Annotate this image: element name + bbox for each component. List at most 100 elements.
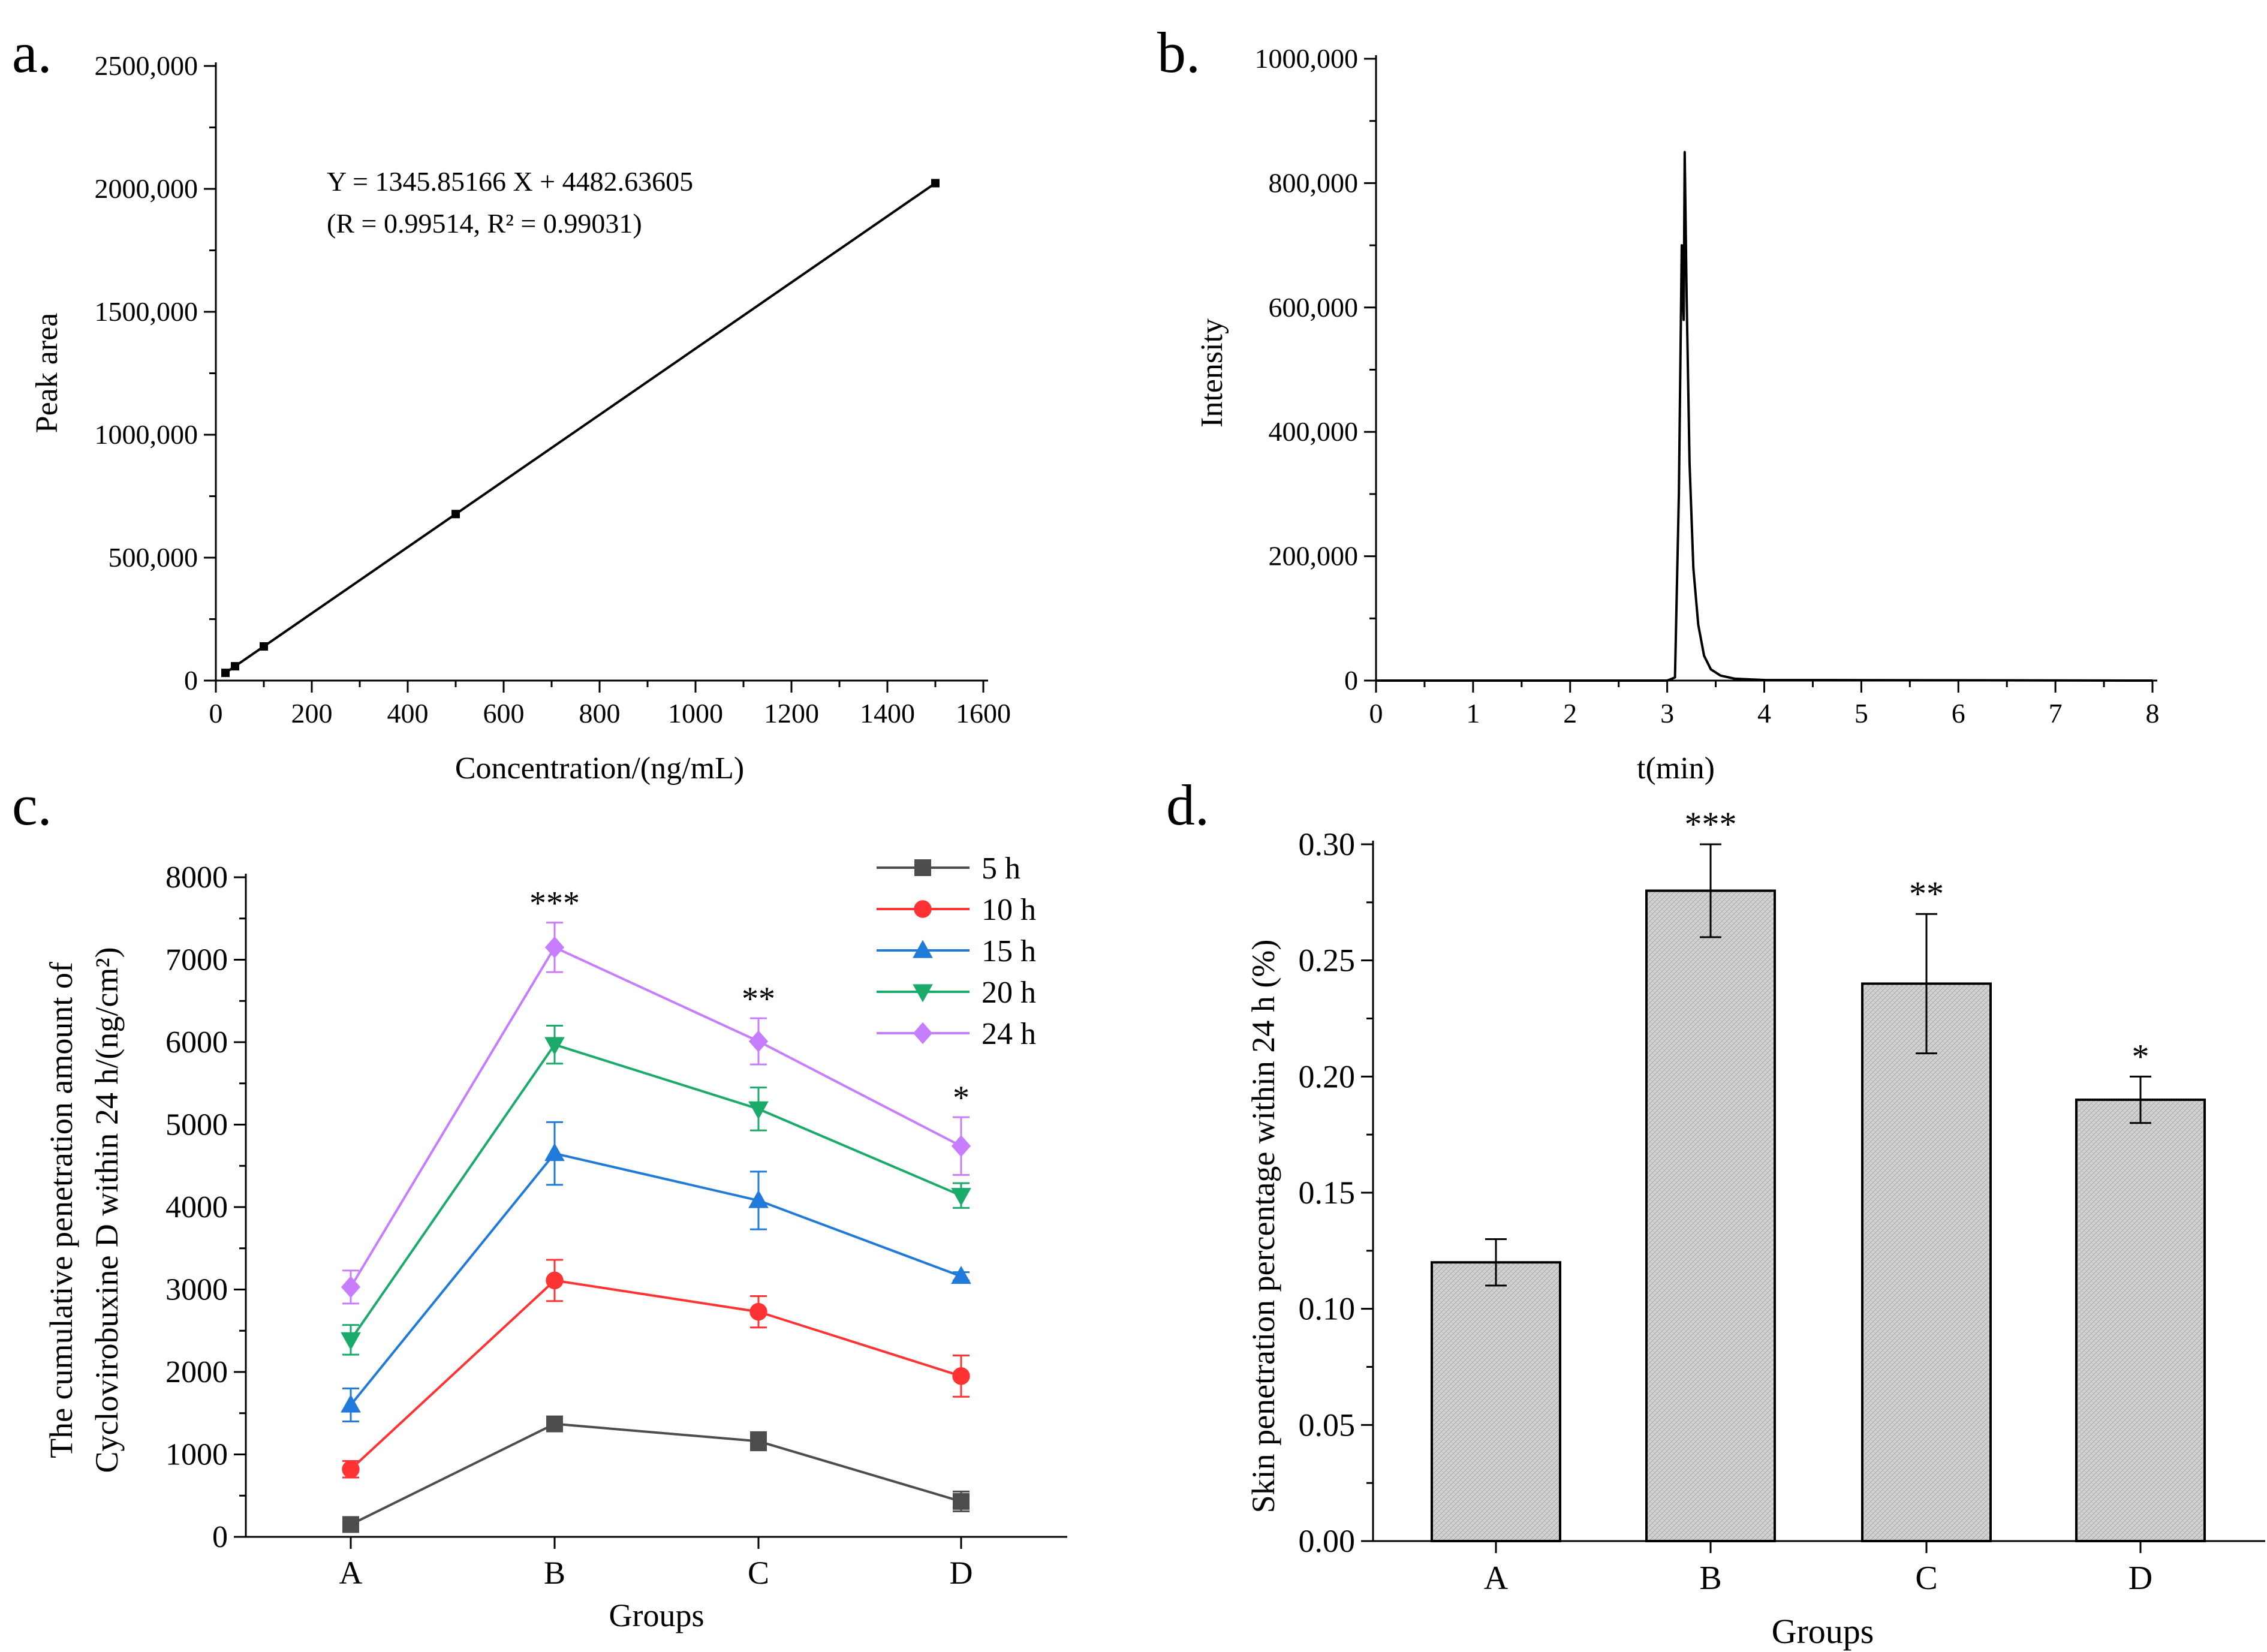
significance-marker: * bbox=[2132, 1037, 2149, 1076]
x-tick-label: D bbox=[950, 1555, 973, 1591]
x-tick-label: 1 bbox=[1466, 698, 1480, 729]
x-tick-label: C bbox=[748, 1555, 769, 1591]
data-point bbox=[951, 1266, 971, 1284]
significance-marker: ** bbox=[1909, 874, 1944, 913]
x-tick-label: 1000 bbox=[668, 698, 723, 729]
legend-marker bbox=[913, 984, 933, 1003]
series-line bbox=[350, 1279, 962, 1470]
x-tick-label: A bbox=[1484, 1560, 1509, 1597]
series-20h bbox=[341, 1025, 971, 1356]
y-axis-label-line1: The cumulative penetration amount of bbox=[43, 962, 79, 1458]
x-tick-label: D bbox=[2128, 1560, 2152, 1597]
legend-marker bbox=[913, 1022, 933, 1045]
legend: 5 h 10 h 15 h 20 h 24 h bbox=[877, 851, 1036, 1051]
chromatogram-line bbox=[1376, 151, 2153, 682]
series-24h bbox=[341, 922, 971, 1305]
significance-marker: * bbox=[953, 1079, 970, 1117]
legend-item: 24 h bbox=[877, 1017, 1036, 1051]
x-tick-label: B bbox=[544, 1555, 565, 1591]
significance-marker: ** bbox=[742, 980, 775, 1018]
y-tick-label: 1000,000 bbox=[1255, 43, 1359, 74]
y-tick-label: 800,000 bbox=[1269, 167, 1359, 198]
legend-marker bbox=[914, 900, 932, 918]
y-tick-label: 8000 bbox=[165, 860, 228, 895]
data-point bbox=[952, 1367, 970, 1385]
x-tick-label: 1600 bbox=[956, 698, 1011, 729]
y-tick-label: 5000 bbox=[165, 1108, 228, 1142]
x-tick-label: 800 bbox=[579, 698, 621, 729]
data-point bbox=[342, 1516, 359, 1533]
bar bbox=[1645, 889, 1776, 1542]
x-axis-label: Concentration/(ng/mL) bbox=[455, 751, 744, 786]
significance-marker: *** bbox=[529, 885, 580, 922]
data-point bbox=[341, 1394, 361, 1413]
data-point bbox=[546, 1415, 563, 1433]
bar bbox=[2075, 1099, 2206, 1542]
data-point bbox=[951, 1135, 971, 1157]
y-tick-label: 0.05 bbox=[1299, 1407, 1356, 1443]
x-tick-label: 8 bbox=[2146, 698, 2160, 729]
data-point bbox=[748, 1030, 769, 1052]
data-point bbox=[260, 642, 268, 651]
legend-marker bbox=[914, 859, 931, 876]
fit-equation: Y = 1345.85166 X + 4482.63605 bbox=[327, 166, 693, 197]
x-tick-label: 0 bbox=[1369, 698, 1383, 729]
axes-frame: 0 1 2 3 4 5 6 7 8 0 200,000 400,000 600,000 800,000 10… bbox=[1255, 43, 2160, 729]
legend-label: 20 h bbox=[982, 976, 1036, 1010]
significance-marker: *** bbox=[1685, 805, 1737, 844]
series-line bbox=[350, 946, 962, 1288]
series-line bbox=[350, 1422, 962, 1526]
x-tick-label: 0 bbox=[209, 698, 223, 729]
x-tick-label: 2 bbox=[1563, 698, 1577, 729]
panel-label-a: a. bbox=[12, 20, 52, 85]
plot-marks: ****** bbox=[1431, 805, 2206, 1542]
data-point bbox=[544, 936, 565, 959]
axes-frame: A B C D 0.00 0.05 0.10 0.15 0.20 0.25 0.30 bbox=[1299, 826, 2265, 1597]
panel-label-b: b. bbox=[1157, 20, 1200, 85]
plot-marks bbox=[1376, 151, 2153, 682]
data-point bbox=[544, 1143, 565, 1161]
x-tick-label: 200 bbox=[291, 698, 333, 729]
series-line bbox=[350, 1152, 962, 1406]
data-point bbox=[544, 1037, 565, 1055]
legend-item: 15 h bbox=[877, 934, 1036, 968]
y-tick-label: 0 bbox=[184, 665, 198, 696]
x-tick-label: 1400 bbox=[860, 698, 915, 729]
series-line bbox=[350, 1043, 962, 1341]
legend-label: 10 h bbox=[982, 893, 1036, 927]
y-tick-label: 2500,000 bbox=[95, 50, 198, 81]
chart-panel-a: 0 200 400 600 800 1000 1200 1400 1600 0 500,000 100… bbox=[30, 50, 1011, 786]
data-point bbox=[749, 1302, 767, 1321]
chart-panel-b: 0 1 2 3 4 5 6 7 8 0 200,000 400,000 600,000 800,000 10… bbox=[1195, 43, 2160, 786]
data-point bbox=[451, 510, 460, 519]
x-axis-label: t(min) bbox=[1637, 751, 1715, 786]
axes-frame: A B C D 0 1000 2000 3000 4000 5000 6000 7000 8000 bbox=[165, 860, 1067, 1591]
chart-panel-c: ****** A B C D01000200030004000500060007000… bbox=[43, 851, 1067, 1633]
legend-label: 15 h bbox=[982, 934, 1036, 968]
data-point bbox=[221, 669, 230, 678]
fit-statistics: (R = 0.99514, R² = 0.99031) bbox=[327, 208, 642, 239]
y-tick-label: 2000,000 bbox=[95, 173, 198, 204]
data-point bbox=[748, 1190, 769, 1208]
series-5h bbox=[342, 1415, 970, 1533]
x-tick-label: 400 bbox=[387, 698, 429, 729]
data-point bbox=[231, 662, 239, 671]
y-tick-label: 4000 bbox=[165, 1190, 228, 1224]
legend-marker bbox=[913, 940, 933, 958]
y-tick-label: 1500,000 bbox=[95, 296, 198, 327]
y-axis-label: Skin penetration percentage within 24 h … bbox=[1245, 940, 1281, 1513]
y-tick-label: 0.20 bbox=[1299, 1058, 1356, 1094]
y-tick-label: 0.25 bbox=[1299, 943, 1356, 979]
x-tick-label: 7 bbox=[2049, 698, 2063, 729]
x-tick-label: B bbox=[1699, 1560, 1721, 1597]
x-tick-label: 6 bbox=[1952, 698, 1965, 729]
y-tick-label: 500,000 bbox=[109, 542, 198, 573]
legend-item: 10 h bbox=[877, 893, 1036, 927]
y-tick-label: 3000 bbox=[165, 1273, 228, 1307]
bar bbox=[1431, 1261, 1561, 1542]
legend-label: 24 h bbox=[982, 1017, 1036, 1051]
series-15h bbox=[341, 1121, 971, 1422]
chart-panel-d: ****** A B C D0.000.050.100.150.200.250.30 … bbox=[1245, 805, 2265, 1651]
bar bbox=[1861, 982, 1992, 1542]
